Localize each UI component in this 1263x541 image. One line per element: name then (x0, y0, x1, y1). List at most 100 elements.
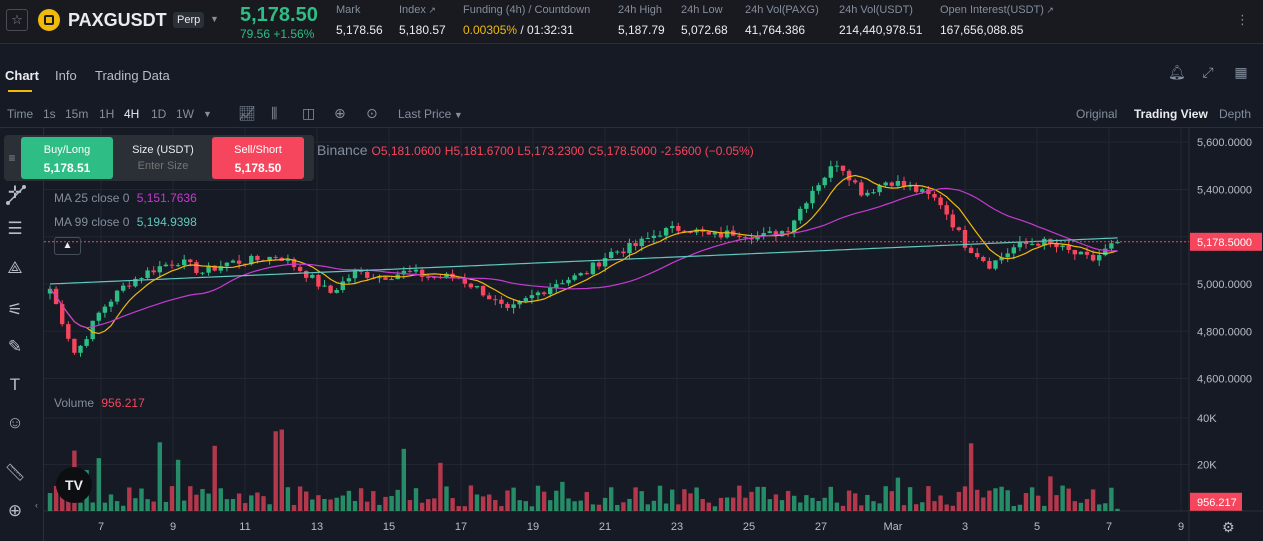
volume-bar (798, 502, 803, 511)
stat-value: 214,440,978.51 (839, 23, 923, 37)
volume-bar (993, 488, 998, 511)
candle-body (828, 166, 833, 178)
pattern-tool-icon[interactable]: ⟁ (7, 258, 23, 277)
candle-body (1060, 245, 1065, 248)
stat-label: Funding (4h) / Countdown (463, 4, 591, 16)
interval-1w[interactable]: 1W (176, 107, 194, 121)
candle-body (151, 270, 156, 273)
volume-bar (602, 497, 608, 511)
fib-tool-icon[interactable]: ⚟ (7, 300, 23, 319)
text-tool-icon[interactable]: T (9, 375, 21, 394)
drag-handle-icon[interactable]: ≡ (8, 151, 16, 165)
volume-bar (779, 500, 785, 511)
candle-type-icon[interactable]: ⫼ (271, 105, 278, 121)
bell-icon[interactable]: 🔔︎ (1168, 64, 1186, 80)
time-tick-label: 5 (1034, 521, 1040, 533)
candlestick-chart[interactable]: 5,600.00005,400.00005,200.00005,000.0000… (44, 128, 1263, 541)
volume-bar (761, 486, 766, 511)
chevron-down-icon: ▼ (451, 110, 463, 120)
candle-body (1054, 243, 1059, 248)
candle-body (956, 227, 962, 231)
tab-info[interactable]: Info (55, 68, 77, 83)
candle-body (676, 225, 681, 231)
size-input[interactable] (123, 160, 203, 172)
interval-4h[interactable]: 4H (124, 107, 140, 121)
volume-bar (1048, 476, 1053, 511)
buy-long-button[interactable]: Buy/Long 5,178.51 (21, 137, 113, 179)
candle-body (889, 182, 894, 186)
interval-1s[interactable]: 1s (43, 107, 56, 121)
interval-1h[interactable]: 1H (99, 107, 115, 121)
chevron-down-icon[interactable]: ▼ (203, 109, 212, 119)
stat-open-interest[interactable]: Open Interest(USDT) ↗ 167,656,088.85 (940, 4, 1054, 37)
candle-body (468, 283, 474, 288)
candle-body (249, 255, 254, 265)
chevron-down-icon[interactable]: ▼ (210, 14, 219, 24)
external-link-icon[interactable]: ↗ (425, 5, 436, 15)
zoom-in-icon[interactable]: ⊕ (7, 501, 23, 520)
volume-bar (182, 500, 187, 511)
symbol-name[interactable]: PAXGUSDT (68, 10, 167, 30)
time-tick-label: 9 (170, 521, 176, 533)
brush-icon[interactable]: ✎ (7, 337, 23, 356)
candle-body (645, 237, 650, 239)
settings-icon[interactable]: ⊙ (366, 105, 378, 121)
volume-bar (743, 497, 748, 511)
volume-bar (1054, 495, 1059, 511)
view-trading-view[interactable]: Trading View (1134, 107, 1208, 121)
volume-bar (822, 497, 827, 511)
fullscreen-icon[interactable]: ⤢ (1202, 64, 1214, 80)
favorite-star-icon[interactable]: ☆ (6, 9, 28, 31)
candle-body (785, 231, 791, 233)
crosshair-icon[interactable]: ✛ (7, 183, 23, 202)
candle-body (108, 301, 114, 307)
external-link-icon[interactable]: ↗ (1043, 5, 1054, 15)
emoji-icon[interactable]: ☺ (6, 413, 24, 432)
tradingview-logo[interactable]: TV (56, 467, 92, 503)
price-type-dropdown[interactable]: Last Price ▼ (398, 107, 463, 121)
time-tick-label: 27 (815, 521, 827, 533)
candle-body (389, 279, 394, 281)
collapse-sidebar-icon[interactable]: ‹ (35, 500, 38, 510)
chart-settings-icon[interactable]: ⚙ (1222, 519, 1235, 535)
volume-bar (1109, 487, 1114, 511)
candle-body (1011, 247, 1016, 254)
candle-body (761, 233, 766, 236)
volume-bar (1078, 502, 1084, 511)
volume-bar (639, 491, 644, 511)
current-volume-tag (1190, 492, 1242, 511)
collapse-legend-icon[interactable]: ▲ (54, 237, 81, 255)
view-original[interactable]: Original (1076, 107, 1118, 121)
stat-index[interactable]: Index ↗ 5,180.57 (399, 4, 446, 37)
candle-body (188, 259, 193, 263)
indicator-chart-icon[interactable]: 📈︎ (238, 105, 256, 121)
horizontal-line-icon[interactable]: ☰ (7, 219, 23, 238)
interval-time[interactable]: Time (7, 107, 34, 121)
add-indicator-icon[interactable]: ⊕ (334, 105, 346, 121)
layout-grid-icon[interactable]: ▦ (1234, 64, 1248, 80)
view-depth[interactable]: Depth (1219, 107, 1252, 121)
camera-icon[interactable]: ◫ (302, 105, 316, 121)
candle-body (938, 197, 943, 206)
candle-body (84, 339, 89, 346)
interval-1d[interactable]: 1D (151, 107, 167, 121)
current-volume-label: 956.217 (1197, 497, 1237, 509)
more-icon[interactable]: ⋮ (1236, 12, 1249, 27)
tab-chart[interactable]: Chart (5, 68, 39, 83)
volume-bar (426, 499, 431, 511)
candle-body (255, 255, 260, 261)
candle-body (859, 182, 864, 196)
candle-body (432, 276, 437, 278)
volume-bar (505, 490, 510, 511)
trendline-icon[interactable] (4, 183, 28, 207)
chart-area[interactable]: 5,600.00005,400.00005,200.00005,000.0000… (44, 128, 1263, 541)
volume-bar (700, 498, 705, 511)
ruler-icon[interactable]: 📏︎ (4, 463, 26, 482)
candle-body (127, 285, 132, 287)
candle-body (340, 281, 345, 290)
tab-trading-data[interactable]: Trading Data (95, 68, 170, 83)
sell-short-button[interactable]: Sell/Short 5,178.50 (212, 137, 304, 179)
volume-bar (78, 502, 83, 511)
volume-bar (804, 495, 809, 511)
interval-15m[interactable]: 15m (65, 107, 89, 121)
